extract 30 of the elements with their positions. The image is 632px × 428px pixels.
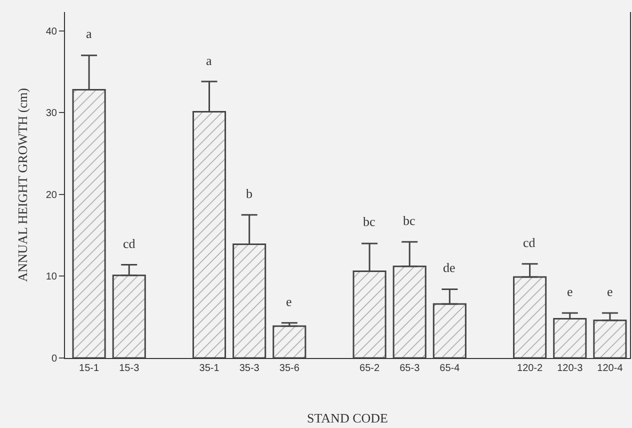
y-tick-label: 30 [46, 108, 58, 120]
x-tick-label: 65-3 [400, 363, 420, 374]
y-tick-label: 10 [46, 272, 58, 283]
x-axis-title: STAND CODE [307, 410, 388, 426]
annotation: b [246, 186, 252, 201]
annotation: a [206, 53, 212, 68]
annotation: cd [523, 235, 536, 250]
annotation: e [567, 284, 573, 299]
annotation: bc [403, 213, 416, 228]
x-tick-label: 15-3 [119, 363, 140, 374]
x-tick-label: 120-4 [597, 363, 624, 374]
x-tick-label: 120-2 [517, 363, 544, 374]
annotation: bc [363, 214, 376, 229]
annotation: cd [123, 236, 136, 251]
x-tick-label: 35-1 [199, 363, 220, 374]
annotation: e [286, 294, 292, 309]
y-tick-label: 40 [46, 26, 58, 38]
y-tick-label: 20 [46, 190, 58, 201]
x-tick-label: 65-2 [360, 363, 380, 374]
y-tick-label: 0 [51, 354, 58, 364]
annotation: e [607, 284, 613, 299]
x-tick-label: 120-3 [557, 363, 584, 374]
x-tick-label: 35-6 [279, 363, 300, 374]
x-tick-label: 65-4 [440, 363, 460, 374]
x-tick-label: 15-1 [79, 363, 100, 374]
x-tick-label: 35-3 [239, 363, 260, 374]
y-axis-title: ANNUAL HEIGHT GROWTH (cm) [14, 88, 30, 282]
annotation: de [443, 260, 456, 275]
bar [272, 325, 306, 358]
annotation: a [86, 26, 92, 41]
